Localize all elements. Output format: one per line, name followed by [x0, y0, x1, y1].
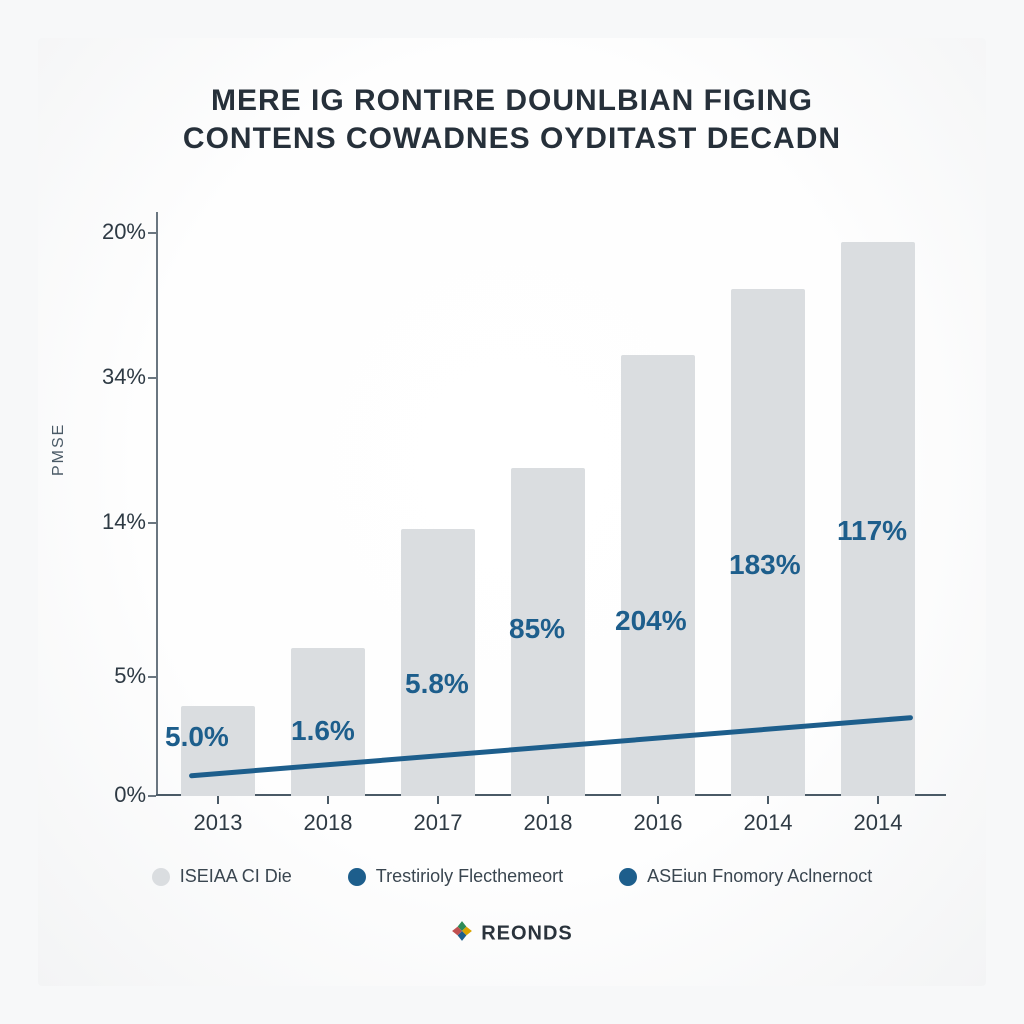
legend-label: ISEIAA CI Die — [180, 866, 292, 887]
legend-label: ASEiun Fnomory Aclnernoct — [647, 866, 872, 887]
legend-item: ISEIAA CI Die — [152, 866, 292, 887]
x-tick-label: 2013 — [163, 810, 273, 836]
brand-logo-icon — [451, 920, 473, 948]
title-line-1: MERE IG RONTIRE DOUNLBIAN FIGING — [38, 82, 986, 120]
y-axis-label: PMSE — [50, 423, 68, 476]
y-tick: 0% — [86, 782, 146, 808]
x-tick-mark — [877, 796, 879, 804]
legend-swatch-icon — [348, 868, 366, 886]
legend-item: Trestirioly Flecthemeort — [348, 866, 563, 887]
chart-title: MERE IG RONTIRE DOUNLBIAN FIGING CONTENS… — [38, 82, 986, 159]
x-tick-mark — [437, 796, 439, 804]
x-tick-label: 2018 — [493, 810, 603, 836]
legend-label: Trestirioly Flecthemeort — [376, 866, 563, 887]
x-tick-mark — [327, 796, 329, 804]
legend-item: ASEiun Fnomory Aclnernoct — [619, 866, 872, 887]
x-tick-mark — [547, 796, 549, 804]
y-tick: 34% — [86, 364, 146, 390]
y-tick: 20% — [86, 219, 146, 245]
y-tick: 5% — [86, 663, 146, 689]
y-tick: 14% — [86, 509, 146, 535]
brand-footer: REONDS — [38, 920, 986, 948]
brand-text: REONDS — [481, 922, 573, 944]
trend-line — [156, 216, 946, 796]
legend: ISEIAA CI Die Trestirioly Flecthemeort ASE… — [38, 866, 986, 887]
plot-area: PMSE 20%34%14%5%0% 5.0%20131.6%20185.8%2… — [156, 216, 946, 796]
chart-card: MERE IG RONTIRE DOUNLBIAN FIGING CONTENS… — [38, 38, 986, 986]
legend-swatch-icon — [619, 868, 637, 886]
title-line-2: CONTENS COWADNES OYDITAST DECADN — [38, 120, 986, 158]
x-tick-label: 2014 — [823, 810, 933, 836]
x-tick-label: 2016 — [603, 810, 713, 836]
x-tick-mark — [767, 796, 769, 804]
x-tick-mark — [657, 796, 659, 804]
x-tick-label: 2014 — [713, 810, 823, 836]
x-tick-mark — [217, 796, 219, 804]
legend-swatch-icon — [152, 868, 170, 886]
x-tick-label: 2018 — [273, 810, 383, 836]
x-tick-label: 2017 — [383, 810, 493, 836]
